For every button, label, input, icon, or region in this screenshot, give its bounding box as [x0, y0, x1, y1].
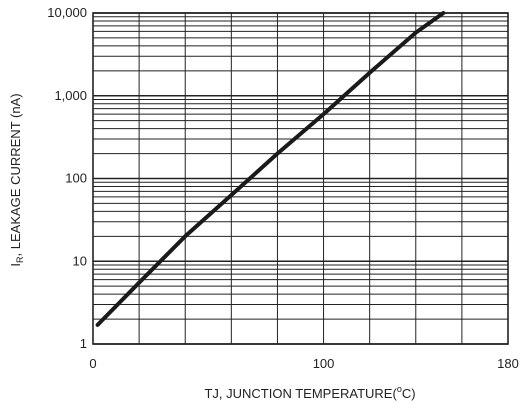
- x-axis-title-end: C): [402, 386, 416, 401]
- y-tick-label: 10: [73, 253, 87, 268]
- x-tick-label: 0: [89, 356, 96, 371]
- x-axis-title: TJ, JUNCTION TEMPERATURE(oC): [204, 384, 415, 401]
- y-tick-label: 10,000: [47, 5, 87, 20]
- x-axis-title-sup: o: [397, 384, 402, 394]
- data-series: [95, 11, 446, 327]
- y-axis-title-main: I: [8, 263, 23, 267]
- x-tick-label: 100: [313, 356, 335, 371]
- leakage-current-curve: [95, 11, 446, 327]
- y-axis-title: IR, LEAKAGE CURRENT (nA): [8, 93, 25, 266]
- y-tick-label: 1,000: [54, 88, 87, 103]
- tick-labels: 1 10 100 1,000 10,000 0 100 180: [47, 5, 519, 371]
- plot-frame: [92, 12, 509, 345]
- chart-grid: [92, 12, 509, 345]
- y-axis-title-rest: , LEAKAGE CURRENT (nA): [8, 93, 23, 256]
- y-tick-label: 1: [80, 336, 87, 351]
- x-tick-label: 180: [497, 356, 519, 371]
- x-axis-title-main: TJ, JUNCTION TEMPERATURE(: [204, 386, 397, 401]
- y-tick-label: 100: [65, 171, 87, 186]
- y-axis-title-sub: R: [15, 256, 25, 263]
